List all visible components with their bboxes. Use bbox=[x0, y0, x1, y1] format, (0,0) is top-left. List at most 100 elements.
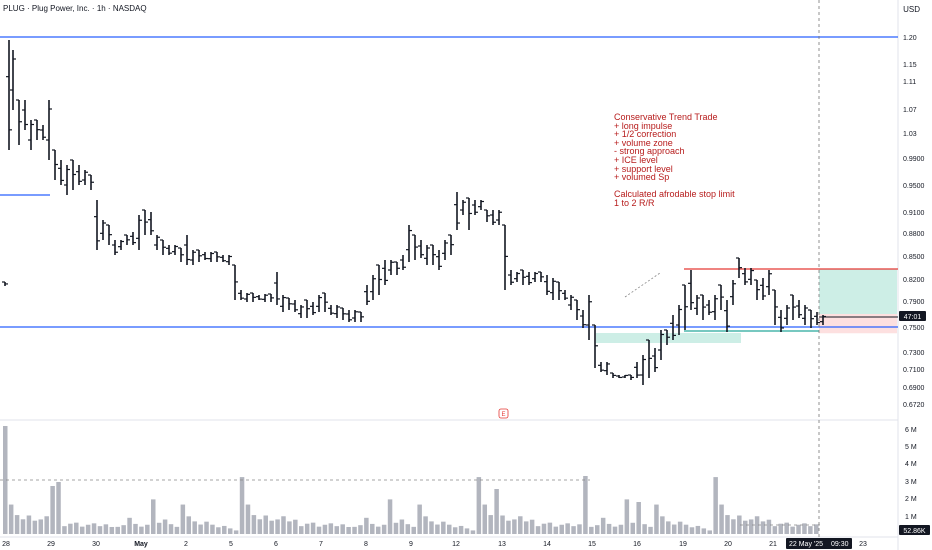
volume-bar bbox=[192, 521, 197, 534]
volume-bar bbox=[56, 482, 61, 534]
volume-bar bbox=[541, 523, 547, 534]
volume-bar bbox=[133, 523, 138, 534]
volume-bar bbox=[660, 516, 665, 534]
date-tag-box bbox=[786, 538, 852, 549]
volume-bar bbox=[666, 521, 671, 534]
time-tick-label: 13 bbox=[498, 541, 506, 548]
volume-bar bbox=[512, 519, 517, 534]
volume-bar bbox=[796, 524, 801, 534]
volume-bar bbox=[760, 521, 766, 534]
volume-bar bbox=[44, 516, 49, 534]
volume-bar bbox=[139, 526, 144, 534]
volume-bar bbox=[405, 524, 411, 534]
volume-bar bbox=[281, 516, 286, 534]
volume-bar bbox=[74, 522, 79, 534]
volume-bar bbox=[109, 526, 115, 534]
volume-bar bbox=[441, 521, 446, 534]
volume-bar bbox=[553, 526, 559, 534]
volume-bar bbox=[233, 530, 239, 534]
volume-bar bbox=[364, 517, 369, 534]
volume-tick-label: 6 M bbox=[905, 427, 917, 434]
time-tick-label: May bbox=[134, 541, 148, 548]
volume-bar bbox=[476, 477, 482, 534]
annotation-line: 1 to 2 R/R bbox=[614, 197, 655, 208]
volume-bar bbox=[168, 524, 174, 534]
price-tick-label: 0.7300 bbox=[903, 350, 925, 357]
annotation-line: Calculated afrodable stop limit bbox=[614, 189, 735, 200]
volume-bar bbox=[304, 523, 310, 534]
volume-bar bbox=[257, 519, 263, 534]
volume-bar bbox=[624, 499, 630, 534]
volume-bar bbox=[707, 530, 712, 534]
volume-bar bbox=[216, 527, 221, 534]
volume-bar bbox=[162, 519, 168, 534]
price-tag-label: 47:01 bbox=[904, 314, 922, 321]
volume-bar bbox=[464, 528, 470, 534]
price-tick-label: 0.6720 bbox=[903, 402, 925, 409]
volume-bar bbox=[180, 504, 186, 534]
volume-bar bbox=[423, 516, 428, 534]
time-tick-label: 2 bbox=[184, 541, 188, 548]
volume-bar bbox=[642, 524, 647, 534]
volume-bar bbox=[790, 526, 795, 534]
volume-bar bbox=[38, 519, 44, 534]
price-tick-label: 0.8800 bbox=[903, 231, 925, 238]
time-tick-label: 15 bbox=[588, 541, 596, 548]
volume-bar bbox=[458, 525, 464, 534]
volume-bar bbox=[618, 524, 624, 534]
volume-tick-label: 4 M bbox=[905, 461, 917, 468]
volume-bar bbox=[748, 519, 754, 534]
volume-bar bbox=[316, 526, 322, 534]
volume-bar bbox=[245, 504, 251, 534]
volume-bar bbox=[97, 526, 103, 534]
volume-bar bbox=[671, 524, 677, 534]
volume-bar bbox=[452, 527, 458, 534]
stop-zone bbox=[819, 314, 897, 334]
volume-bar bbox=[778, 523, 784, 534]
time-tick-label: 20 bbox=[724, 541, 732, 548]
volume-bar bbox=[577, 524, 582, 534]
annotation-line: + 1/2 correction bbox=[614, 129, 677, 140]
volume-bar bbox=[91, 523, 97, 534]
time-tick-label: 12 bbox=[452, 541, 460, 548]
time-tag-label: 09:30 bbox=[831, 541, 849, 548]
volume-bar bbox=[802, 523, 807, 534]
volume-bar bbox=[387, 499, 393, 534]
volume-bar bbox=[695, 525, 701, 534]
volume-bar bbox=[299, 526, 304, 534]
volume-bar bbox=[701, 528, 707, 534]
volume-bar bbox=[814, 524, 819, 534]
volume-bar bbox=[103, 524, 109, 534]
price-tick-label: 0.8200 bbox=[903, 277, 925, 284]
volume-bar bbox=[636, 502, 641, 534]
volume-bar bbox=[529, 519, 535, 534]
volume-bar bbox=[583, 476, 588, 534]
volume-bar bbox=[393, 522, 399, 534]
volume-bar bbox=[417, 504, 422, 534]
volume-bar bbox=[731, 519, 736, 534]
volume-tick-label: 2 M bbox=[905, 496, 917, 503]
volume-bar bbox=[689, 527, 695, 534]
volume-bar bbox=[293, 519, 298, 534]
volume-bar bbox=[482, 504, 488, 534]
volume-bar bbox=[14, 515, 20, 534]
price-tick-label: 0.7500 bbox=[903, 325, 925, 332]
volume-tick-label: 3 M bbox=[905, 479, 917, 486]
annotation-line: Conservative Trend Trade bbox=[614, 112, 718, 122]
volume-bar bbox=[535, 526, 541, 534]
volume-zone bbox=[596, 333, 741, 343]
time-tick-label: 9 bbox=[409, 541, 413, 548]
volume-bar bbox=[145, 524, 150, 534]
time-tick-label: 8 bbox=[364, 541, 368, 548]
price-tick-label: 0.9500 bbox=[903, 183, 925, 190]
volume-bar bbox=[784, 522, 789, 534]
annotation-line: - strong approach bbox=[614, 146, 685, 157]
volume-bar bbox=[494, 489, 499, 534]
volume-bar bbox=[3, 426, 8, 534]
volume-bar bbox=[381, 524, 387, 534]
volume-bar bbox=[287, 521, 292, 534]
volume-bar bbox=[506, 520, 511, 534]
volume-bar bbox=[121, 525, 126, 534]
annotation-line: + long impulse bbox=[614, 120, 673, 131]
